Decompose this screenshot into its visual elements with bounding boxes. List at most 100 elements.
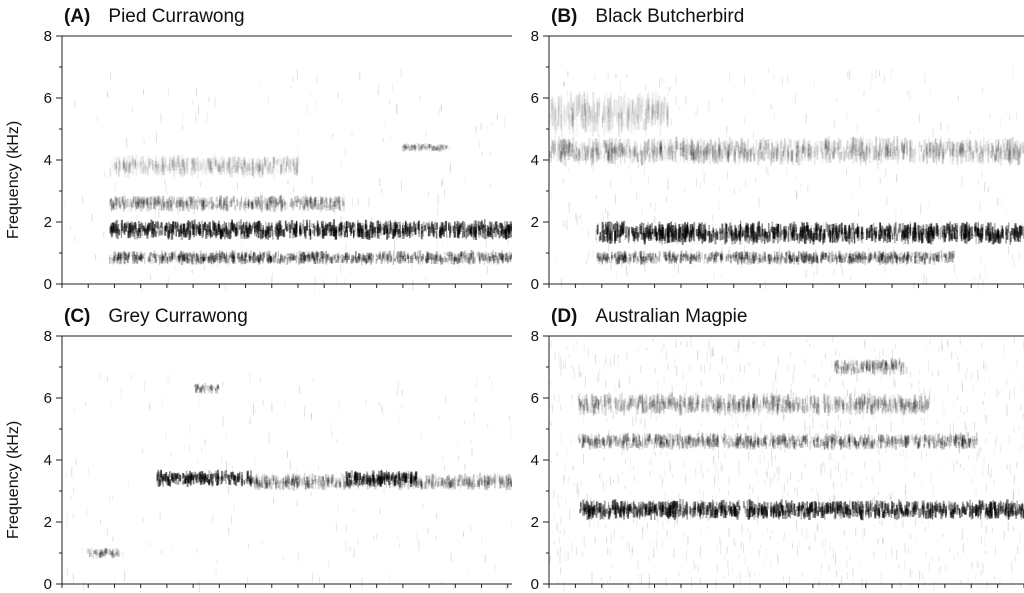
energy-streak (186, 198, 189, 207)
energy-streak (489, 257, 491, 265)
energy-streak (859, 255, 862, 263)
energy-streak (235, 161, 238, 172)
energy-streak (914, 259, 917, 264)
energy-streak (924, 252, 927, 260)
energy-streak (780, 229, 782, 237)
energy-streak (207, 259, 209, 263)
energy-streak (364, 255, 367, 262)
energy-streak (442, 257, 444, 261)
energy-streak (431, 145, 434, 149)
energy-streak (651, 253, 654, 258)
energy-streak (149, 252, 152, 256)
energy-streak (152, 227, 155, 238)
energy-streak (617, 251, 619, 258)
energy-streak (251, 200, 253, 205)
energy-streak (232, 157, 235, 169)
energy-streak (263, 251, 266, 257)
energy-streak (484, 254, 487, 261)
energy-streak (188, 156, 190, 165)
energy-streak (180, 199, 183, 208)
energy-streak (190, 221, 193, 229)
energy-streak (395, 222, 399, 228)
energy-streak (219, 256, 222, 260)
noise-speck (626, 74, 628, 79)
energy-streak (190, 253, 194, 259)
energy-streak (856, 231, 859, 238)
energy-streak (273, 197, 275, 202)
energy-streak (255, 222, 258, 233)
energy-streak (963, 225, 966, 238)
energy-streak (875, 226, 878, 237)
energy-streak (405, 146, 408, 151)
energy-streak (602, 224, 605, 237)
noise-speck (259, 191, 261, 201)
energy-streak (163, 166, 165, 175)
energy-streak (210, 256, 212, 263)
energy-streak (621, 254, 624, 261)
noise-speck (744, 245, 745, 256)
noise-speck (164, 179, 166, 185)
noise-speck (336, 275, 338, 286)
energy-streak (606, 230, 608, 238)
energy-streak (827, 255, 829, 262)
noise-speck (627, 272, 629, 278)
energy-streak (305, 225, 309, 231)
energy-streak (170, 224, 173, 230)
energy-streak (610, 255, 612, 261)
energy-streak (280, 254, 282, 260)
energy-streak (215, 253, 218, 259)
energy-streak (505, 252, 508, 260)
energy-streak (777, 223, 780, 232)
energy-streak (193, 162, 196, 168)
energy-streak (245, 254, 247, 261)
energy-streak (149, 258, 152, 264)
energy-streak (335, 197, 337, 202)
energy-streak (251, 166, 253, 176)
noise-speck (292, 76, 294, 82)
energy-streak (115, 156, 119, 168)
energy-streak (225, 203, 228, 212)
energy-streak (602, 255, 605, 261)
energy-streak (920, 229, 923, 242)
energy-streak (853, 225, 855, 235)
energy-streak (281, 199, 283, 208)
energy-streak (863, 252, 866, 259)
energy-streak (139, 157, 141, 168)
energy-streak (118, 256, 121, 265)
energy-streak (175, 255, 178, 262)
energy-streak (366, 252, 369, 257)
energy-streak (213, 203, 216, 208)
energy-streak (334, 229, 338, 240)
noise-speck (925, 276, 927, 285)
energy-streak (791, 232, 794, 239)
energy-streak (637, 232, 639, 243)
energy-streak (266, 252, 268, 259)
energy-streak (206, 223, 209, 229)
energy-streak (492, 255, 494, 261)
energy-streak (427, 253, 430, 260)
energy-streak (827, 232, 829, 238)
energy-streak (251, 163, 254, 176)
energy-streak (324, 225, 326, 235)
energy-streak (604, 254, 607, 261)
energy-streak (362, 257, 364, 261)
energy-streak (637, 232, 640, 238)
energy-streak (953, 230, 955, 239)
energy-streak (839, 224, 841, 233)
energy-streak (875, 259, 877, 263)
energy-streak (159, 196, 162, 204)
noise-speck (892, 226, 894, 234)
energy-streak (883, 233, 885, 243)
energy-streak (219, 250, 221, 258)
energy-streak (661, 233, 663, 245)
energy-streak (750, 257, 752, 265)
energy-streak (420, 232, 422, 239)
energy-streak (793, 257, 795, 261)
noise-speck (437, 194, 439, 205)
noise-speck (379, 178, 381, 187)
energy-streak (237, 221, 241, 230)
energy-streak (721, 223, 724, 234)
energy-streak (216, 226, 218, 235)
energy-streak (126, 160, 128, 171)
energy-streak (251, 203, 254, 209)
